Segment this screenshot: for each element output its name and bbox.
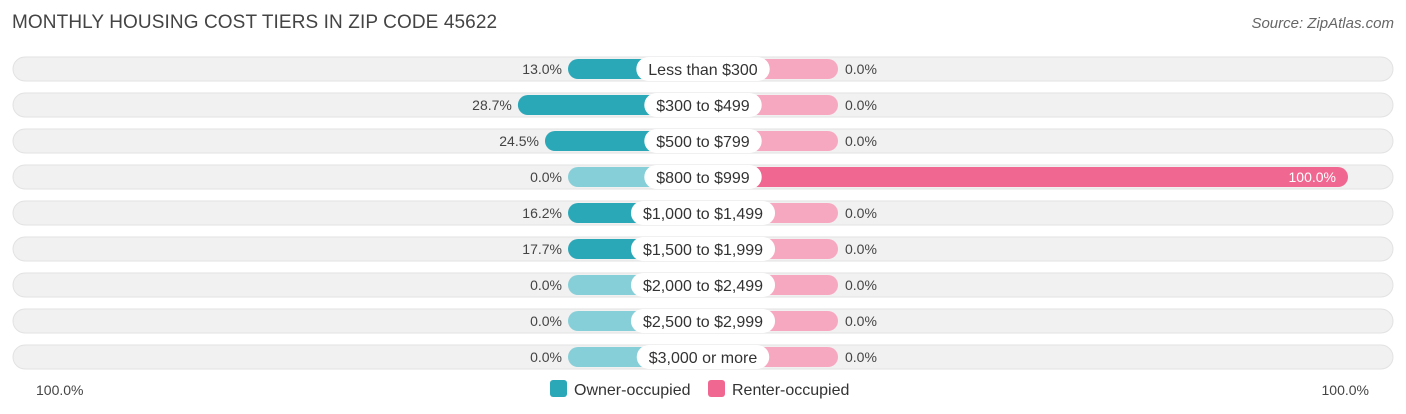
owner-value-label: 0.0% <box>530 313 562 329</box>
chart-row: 0.0% 0.0% $2,500 to $2,999 <box>12 308 1394 334</box>
category-label: $1,500 to $1,999 <box>643 242 763 259</box>
renter-value-label: 100.0% <box>1289 169 1336 185</box>
renter-value-label: 0.0% <box>845 241 877 257</box>
category-label: Less than $300 <box>648 62 758 79</box>
category-label: $300 to $499 <box>656 98 750 115</box>
legend-label: Owner-occupied <box>574 382 691 399</box>
legend: Owner-occupied Renter-occupied <box>550 380 849 399</box>
category-pill <box>636 345 770 369</box>
owner-value-label: 0.0% <box>530 169 562 185</box>
chart-row: 0.0% 0.0% $2,000 to $2,499 <box>12 272 1394 298</box>
category-label: $2,000 to $2,499 <box>643 278 763 295</box>
owner-value-label: 24.5% <box>499 133 539 149</box>
category-pill <box>630 273 776 297</box>
category-pill <box>644 165 762 189</box>
category-label: $2,500 to $2,999 <box>643 314 763 331</box>
category-label: $1,000 to $1,499 <box>643 206 763 223</box>
owner-value-label: 28.7% <box>472 97 512 113</box>
chart-source: Source: ZipAtlas.com <box>1251 15 1394 32</box>
category-pill <box>644 129 762 153</box>
category-label: $500 to $799 <box>656 134 750 151</box>
category-pill <box>630 309 776 333</box>
category-pill <box>630 201 776 225</box>
renter-value-label: 0.0% <box>845 349 877 365</box>
owner-value-label: 13.0% <box>522 61 562 77</box>
category-pill <box>630 237 776 261</box>
axis-left-label: 100.0% <box>36 382 83 398</box>
chart-row: 16.2% 0.0% $1,000 to $1,499 <box>12 200 1394 226</box>
category-pill <box>636 57 770 81</box>
chart-row: 13.0% 0.0% Less than $300 <box>12 56 1394 82</box>
renter-bar <box>703 167 1348 187</box>
renter-value-label: 0.0% <box>845 133 877 149</box>
chart-row: 28.7% 0.0% $300 to $499 <box>12 92 1394 118</box>
chart-title: MONTHLY HOUSING COST TIERS IN ZIP CODE 4… <box>12 12 498 33</box>
chart-row: 0.0% 100.0% $800 to $999 <box>12 164 1394 190</box>
legend-label: Renter-occupied <box>732 382 849 399</box>
chart-rows: 13.0% 0.0% Less than $300 28.7% 0.0% $300 to … <box>12 56 1394 370</box>
chart-row: 17.7% 0.0% $1,500 to $1,999 <box>12 236 1394 262</box>
owner-value-label: 0.0% <box>530 277 562 293</box>
owner-value-label: 16.2% <box>522 205 562 221</box>
chart-row: 24.5% 0.0% $500 to $799 <box>12 128 1394 154</box>
legend-swatch <box>708 380 725 397</box>
chart-row: 0.0% 0.0% $3,000 or more <box>12 344 1394 370</box>
renter-value-label: 0.0% <box>845 205 877 221</box>
renter-value-label: 0.0% <box>845 97 877 113</box>
legend-swatch <box>550 380 567 397</box>
owner-value-label: 0.0% <box>530 349 562 365</box>
owner-value-label: 17.7% <box>522 241 562 257</box>
category-pill <box>644 93 762 117</box>
axis-right-label: 100.0% <box>1322 382 1369 398</box>
legend-item: Renter-occupied <box>708 380 849 399</box>
legend-item: Owner-occupied <box>550 380 691 399</box>
category-label: $3,000 or more <box>649 350 758 367</box>
renter-value-label: 0.0% <box>845 277 877 293</box>
renter-value-label: 0.0% <box>845 61 877 77</box>
renter-value-label: 0.0% <box>845 313 877 329</box>
category-label: $800 to $999 <box>656 170 750 187</box>
